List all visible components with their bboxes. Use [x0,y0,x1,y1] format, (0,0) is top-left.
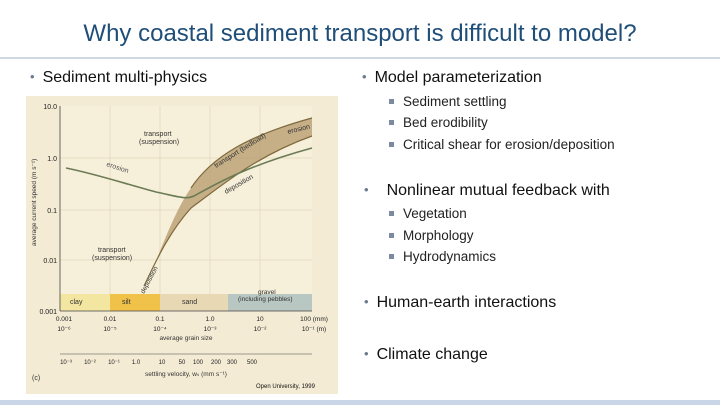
erosion-upper-curve [190,117,313,189]
panel-label: (c) [32,375,40,382]
slide-title: Why coastal sediment transport is diffic… [83,20,637,47]
settling-tick: 500 [247,360,258,366]
y-tick-1: 1.0 [47,156,57,163]
square-bullet-icon [389,254,394,259]
bullet-nonlinear-feedback: • Nonlinear mutual feedback with [364,182,610,200]
settling-tick: 300 [227,360,238,366]
bullet-label: Climate change [376,346,488,363]
x-axis-label: average grain size [159,335,212,342]
sub-bullet-label: Sediment settling [403,94,507,109]
silt-band [110,294,160,311]
square-bullet-icon [389,120,394,125]
x-tick-mm: 0.1 [155,316,164,323]
sub-bullet-label: Vegetation [403,206,467,221]
label-line: gravel [258,289,276,296]
x-tick-mm: 0.001 [56,316,73,323]
bullet-human-earth: • Human-earth interactions [364,294,556,312]
settling-axis-label: settling velocity, wₛ (mm s⁻¹) [145,371,227,378]
grid [60,106,312,311]
label-line: (suspension) [139,139,179,146]
settling-tick: 10⁻³ [60,360,72,366]
x-tick-m: 10⁻⁴ [153,326,167,333]
settling-tick: 1.0 [132,360,141,366]
settling-tick: 10⁻² [84,360,96,366]
transport-band [154,118,312,266]
label-transport-suspension-bottom: transport (suspension) [92,247,132,262]
sub-bullet-morphology: Morphology [389,228,474,243]
label-sand: sand [182,299,197,306]
settling-tick: 10 [159,360,166,366]
bullet-label: Model parameterization [374,69,542,86]
label-gravel: gravel (including pebbles) [238,289,293,303]
x-tick-m: 10⁻⁶ [57,326,71,333]
bullet-dot-icon: • [362,69,367,84]
square-bullet-icon [389,142,394,147]
bullet-dot-icon: • [364,346,369,361]
x-tick-mm: 1.0 [205,316,214,323]
label-line: (suspension) [92,255,132,262]
sub-bullet-label: Hydrodynamics [403,249,497,264]
label-line: transport [98,247,126,254]
sand-band [160,294,228,311]
sub-bullet-label: Morphology [403,228,474,243]
bullet-dot-icon: • [364,182,369,197]
x-tick-labels-m: 10⁻⁶ 10⁻⁵ 10⁻⁴ 10⁻³ 10⁻² 10⁻¹ (m) [57,326,326,333]
bullet-label: Human-earth interactions [376,294,557,311]
deposition-curve [143,135,313,287]
gravel-band [228,294,312,311]
bullet-climate-change: • Climate change [364,346,488,364]
y-tick-labels: 10.0 1.0 0.1 0.01 0.001 [39,104,57,316]
sub-bullet-label: Critical shear for erosion/deposition [403,137,615,152]
label-line: (including pebbles) [238,296,293,303]
erosion-curve [65,147,313,199]
bullet-dot-icon: • [30,69,35,84]
y-axis-label: average current speed (m s⁻¹) [31,159,38,246]
sub-bullet-vegetation: Vegetation [389,206,467,221]
y-tick-0.001: 0.001 [39,309,57,316]
x-tick-m: 10⁻¹ (m) [302,326,326,333]
settling-tick: 200 [211,360,222,366]
settling-tick: 10⁻¹ [108,360,120,366]
square-bullet-icon [389,233,394,238]
label-transport-suspension-top: transport (suspension) [139,131,179,146]
x-tick-labels-mm: 0.001 0.01 0.1 1.0 10 100 (mm) [56,316,328,323]
bullet-dot-icon: • [364,294,369,309]
sub-bullet-hydrodynamics: Hydrodynamics [389,249,496,264]
x-tick-mm: 0.01 [104,316,117,323]
clay-band [60,294,110,311]
square-bullet-icon [389,211,394,216]
bullet-model-parameterization: • Model parameterization [362,69,542,87]
bullet-label: Sediment multi-physics [42,69,208,86]
square-bullet-icon [389,99,394,104]
sub-bullet-bed-erodibility: Bed erodibility [389,115,488,130]
label-clay: clay [70,299,83,306]
label-silt: silt [122,299,131,306]
title-divider [0,57,720,59]
hjulstrom-diagram: 10.0 1.0 0.1 0.01 0.001 average current … [26,96,338,394]
sub-bullet-label: Bed erodibility [403,115,488,130]
y-tick-0.1: 0.1 [47,208,57,215]
settling-tick: 50 [179,360,186,366]
bullet-sediment-multiphysics: • Sediment multi-physics [30,69,207,87]
x-tick-m: 10⁻³ [204,326,218,333]
footer-bar [0,400,720,405]
x-tick-m: 10⁻⁵ [103,326,117,333]
y-tick-0.01: 0.01 [43,258,57,265]
bullet-label: Nonlinear mutual feedback with [386,182,610,199]
sub-bullet-critical-shear: Critical shear for erosion/deposition [389,137,615,152]
x-tick-mm: 100 (mm) [300,316,328,323]
settling-tick: 100 [193,360,204,366]
x-tick-m: 10⁻² [254,326,268,333]
figure-credit: Open University, 1999 [256,384,316,390]
sub-bullet-sediment-settling: Sediment settling [389,94,507,109]
label-line: transport [144,131,172,138]
y-tick-10: 10.0 [43,104,57,111]
x-tick-mm: 10 [256,316,264,323]
settling-tick-labels: 10⁻³ 10⁻² 10⁻¹ 1.0 10 50 100 200 300 500 [60,360,258,366]
